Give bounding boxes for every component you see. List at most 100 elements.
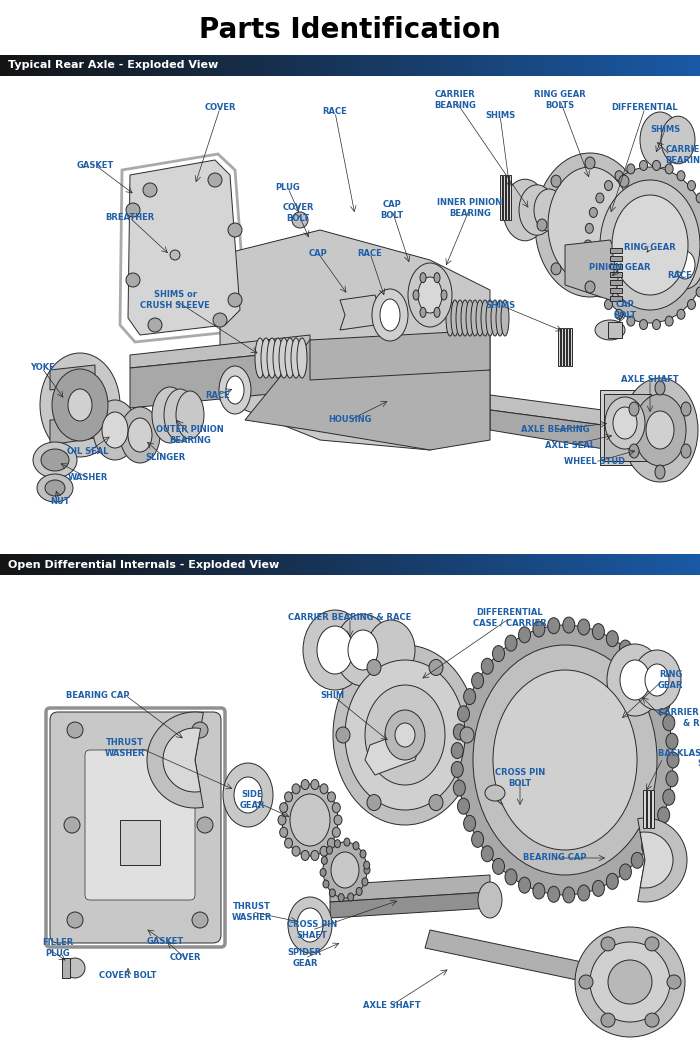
Ellipse shape [619, 175, 629, 187]
Ellipse shape [320, 847, 328, 856]
Ellipse shape [640, 319, 648, 330]
Text: INNER PINION
BEARING: INNER PINION BEARING [438, 198, 503, 218]
Bar [500, 175, 502, 220]
Ellipse shape [696, 287, 700, 298]
Ellipse shape [285, 791, 293, 802]
Text: PINION GEAR: PINION GEAR [589, 263, 651, 272]
Ellipse shape [434, 272, 440, 283]
Ellipse shape [328, 838, 335, 848]
Bar [608, 322, 622, 338]
Ellipse shape [658, 807, 670, 823]
Ellipse shape [213, 313, 227, 327]
Ellipse shape [395, 723, 415, 748]
Ellipse shape [320, 869, 326, 877]
Polygon shape [340, 295, 380, 330]
Ellipse shape [463, 689, 475, 705]
Ellipse shape [663, 715, 675, 731]
Ellipse shape [661, 116, 695, 164]
Ellipse shape [667, 975, 681, 989]
Bar [604, 394, 651, 461]
Ellipse shape [592, 623, 604, 640]
Text: AXLE SEAL: AXLE SEAL [545, 441, 595, 450]
Ellipse shape [68, 389, 92, 421]
Ellipse shape [655, 465, 665, 479]
Text: CROSS PIN
SHAFT: CROSS PIN SHAFT [287, 921, 337, 940]
Ellipse shape [663, 789, 675, 805]
Ellipse shape [626, 164, 635, 174]
Ellipse shape [362, 878, 368, 885]
Text: CROSS PIN
BOLT: CROSS PIN BOLT [495, 768, 545, 788]
Ellipse shape [551, 175, 561, 187]
Ellipse shape [128, 418, 152, 452]
Ellipse shape [234, 777, 262, 813]
Ellipse shape [646, 411, 674, 449]
Ellipse shape [330, 888, 335, 897]
Bar [564, 328, 566, 366]
Ellipse shape [288, 897, 332, 953]
Text: RACE: RACE [358, 248, 382, 258]
Ellipse shape [547, 618, 560, 634]
Bar [610, 256, 622, 261]
Bar [610, 296, 622, 301]
Ellipse shape [642, 665, 654, 682]
Ellipse shape [665, 316, 673, 326]
Ellipse shape [681, 444, 691, 458]
Polygon shape [425, 930, 620, 988]
Ellipse shape [533, 883, 545, 899]
Ellipse shape [345, 660, 465, 810]
Ellipse shape [629, 402, 639, 416]
Ellipse shape [472, 831, 484, 848]
Text: SHIMS: SHIMS [485, 301, 515, 309]
Text: THRUST
WASHER: THRUST WASHER [232, 902, 272, 922]
Ellipse shape [605, 181, 612, 191]
Ellipse shape [619, 263, 629, 275]
Ellipse shape [418, 277, 442, 313]
Text: BEARING CAP: BEARING CAP [66, 690, 130, 699]
Ellipse shape [476, 300, 484, 336]
Ellipse shape [493, 858, 505, 875]
Ellipse shape [608, 960, 652, 1004]
Ellipse shape [658, 697, 670, 713]
Ellipse shape [606, 631, 618, 646]
Ellipse shape [45, 480, 65, 496]
Text: CARRIER
BEARING: CARRIER BEARING [434, 90, 476, 110]
Ellipse shape [292, 784, 300, 793]
Ellipse shape [364, 861, 370, 870]
Ellipse shape [634, 394, 686, 466]
Ellipse shape [631, 651, 643, 668]
FancyBboxPatch shape [50, 712, 221, 943]
Ellipse shape [579, 975, 593, 989]
Ellipse shape [365, 685, 445, 785]
Ellipse shape [413, 290, 419, 300]
Ellipse shape [285, 338, 295, 378]
Ellipse shape [348, 893, 354, 901]
Ellipse shape [429, 794, 443, 810]
Bar [610, 264, 622, 269]
Ellipse shape [589, 208, 597, 217]
Text: WASHER: WASHER [68, 474, 108, 482]
Text: Typical Rear Axle - Exploded View: Typical Rear Axle - Exploded View [8, 61, 218, 71]
Polygon shape [565, 240, 618, 300]
Ellipse shape [323, 880, 329, 888]
Ellipse shape [208, 173, 222, 187]
Ellipse shape [585, 223, 594, 234]
Ellipse shape [687, 300, 696, 309]
Ellipse shape [548, 167, 632, 283]
Ellipse shape [40, 353, 120, 457]
Text: CARRIER BEARING
& RACE: CARRIER BEARING & RACE [658, 708, 700, 728]
Ellipse shape [466, 300, 474, 336]
Ellipse shape [279, 338, 289, 378]
Ellipse shape [519, 877, 531, 894]
Ellipse shape [590, 942, 670, 1022]
Ellipse shape [505, 635, 517, 651]
Ellipse shape [606, 874, 618, 889]
Bar [647, 790, 650, 828]
Ellipse shape [452, 761, 463, 778]
Ellipse shape [126, 272, 140, 287]
Ellipse shape [285, 838, 293, 848]
Ellipse shape [197, 817, 213, 833]
Ellipse shape [652, 161, 661, 170]
Ellipse shape [292, 847, 300, 856]
Polygon shape [330, 875, 490, 902]
Ellipse shape [696, 193, 700, 203]
